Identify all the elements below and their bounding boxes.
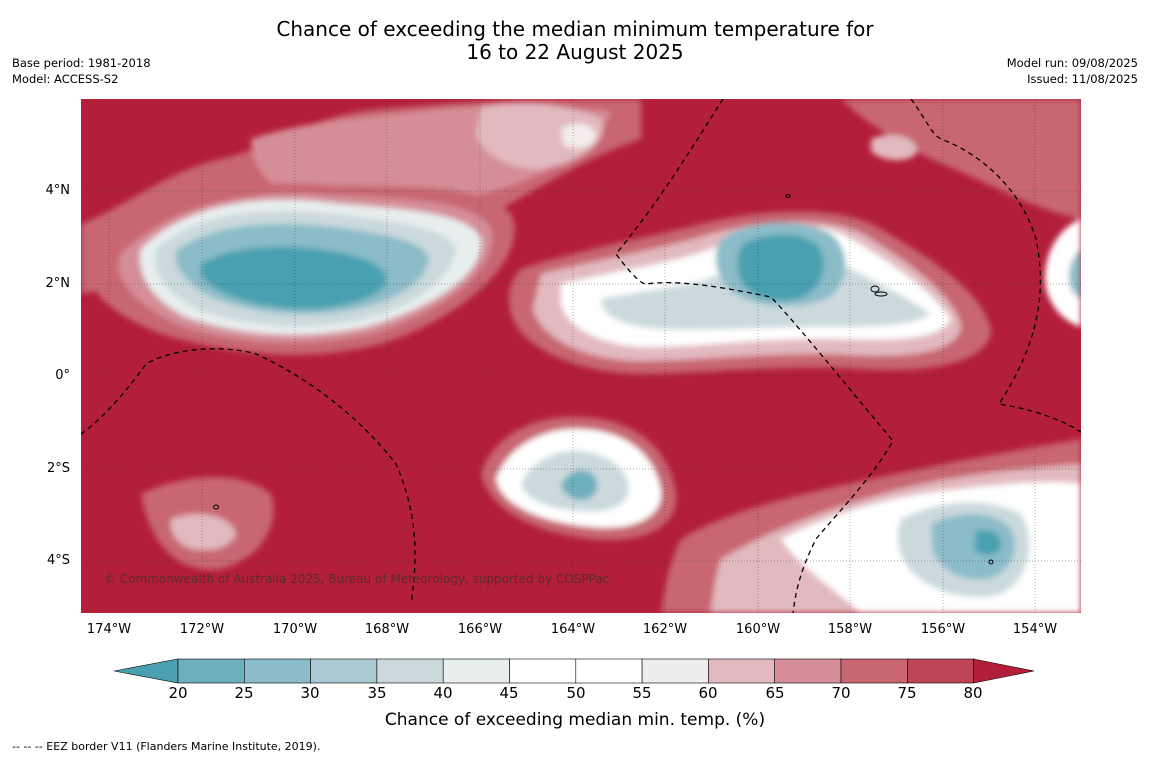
colorbar-bin — [244, 658, 311, 684]
region-75-northeast — [841, 99, 1081, 219]
colorbar-tick: 30 — [300, 684, 320, 702]
colorbar-bin — [774, 658, 842, 684]
colorbar-tick: 75 — [897, 684, 917, 702]
colorbar-bin — [376, 658, 444, 684]
colorbar-tick: 55 — [632, 684, 652, 702]
lat-label: 4°S — [46, 553, 70, 568]
title-line-2: 16 to 22 August 2025 — [466, 40, 684, 64]
model-name: Model: ACCESS-S2 — [12, 72, 119, 86]
colorbar-bin — [509, 658, 577, 684]
colorbar-tick: 60 — [698, 684, 718, 702]
lon-label: 166°W — [457, 622, 503, 637]
lat-label: 2°N — [45, 276, 71, 291]
lon-label: 158°W — [827, 622, 873, 637]
copyright-notice: © Commonwealth of Australia 2025, Bureau… — [104, 572, 610, 586]
colorbar-tick: 35 — [367, 684, 387, 702]
colorbar-bin — [641, 658, 709, 684]
colorbar-tick: 80 — [963, 684, 983, 702]
lon-label: 174°W — [86, 622, 132, 637]
map-title: Chance of exceeding the median minimum t… — [0, 18, 1150, 64]
lon-label: 156°W — [920, 622, 966, 637]
eez-borders — [81, 99, 1081, 613]
region-20-west — [200, 246, 387, 309]
colorbar-bin — [177, 658, 245, 684]
colorbar-tick: 50 — [566, 684, 586, 702]
colorbar-high-extend — [973, 658, 1035, 684]
title-line-1: Chance of exceeding the median minimum t… — [276, 17, 874, 41]
lon-label: 164°W — [550, 622, 596, 637]
base-period: Base period: 1981-2018 — [12, 56, 151, 70]
lat-label: 4°N — [45, 183, 71, 198]
issued-date: Issued: 11/08/2025 — [1027, 72, 1138, 86]
colorbar-bin — [575, 658, 643, 684]
region-25-south-centre — [561, 470, 598, 501]
colorbar-tick: 40 — [433, 684, 453, 702]
region-50-east-edge — [1045, 219, 1081, 327]
colorbar-bin — [840, 658, 908, 684]
colorbar-bin — [442, 658, 510, 684]
region-30-east-edge — [1069, 249, 1081, 299]
colorbar-tick: 25 — [234, 684, 254, 702]
lat-label: 0° — [55, 368, 70, 383]
islands — [213, 194, 994, 565]
region-30-southeast — [931, 513, 1015, 580]
lon-label: 172°W — [179, 622, 225, 637]
colorbar-tick: 70 — [831, 684, 851, 702]
colorbar-bin — [708, 658, 776, 684]
region-65-northeast — [871, 134, 917, 161]
lon-label: 160°W — [735, 622, 781, 637]
region-20-southeast — [974, 529, 1002, 555]
model-run: Model run: 09/08/2025 — [1006, 56, 1138, 70]
colorbar-tick: 45 — [499, 684, 519, 702]
lon-label: 170°W — [272, 622, 318, 637]
colorbar — [113, 658, 1038, 688]
colorbar-title: Chance of exceeding median min. temp. (%… — [384, 710, 766, 730]
model-info: Base period: 1981-2018 Model: ACCESS-S2 — [12, 55, 151, 87]
colorbar-tick: 65 — [765, 684, 785, 702]
region-60-65-north — [476, 103, 603, 170]
colorbar-bin — [906, 658, 974, 684]
eez-legend: -- -- -- EEZ border V11 (Flanders Marine… — [12, 740, 321, 753]
probability-map — [81, 99, 1081, 613]
lon-label: 162°W — [642, 622, 688, 637]
region-65-southwest — [170, 514, 236, 551]
lon-label: 154°W — [1012, 622, 1058, 637]
run-info: Model run: 09/08/2025 Issued: 11/08/2025 — [1007, 55, 1138, 87]
region-55-north — [561, 123, 596, 149]
region-20-central — [737, 234, 824, 301]
colorbar-low-extend — [113, 658, 179, 684]
lat-label: 2°S — [46, 461, 70, 476]
colorbar-bin — [310, 658, 378, 684]
colorbar-tick: 20 — [168, 684, 188, 702]
lon-label: 168°W — [364, 622, 410, 637]
